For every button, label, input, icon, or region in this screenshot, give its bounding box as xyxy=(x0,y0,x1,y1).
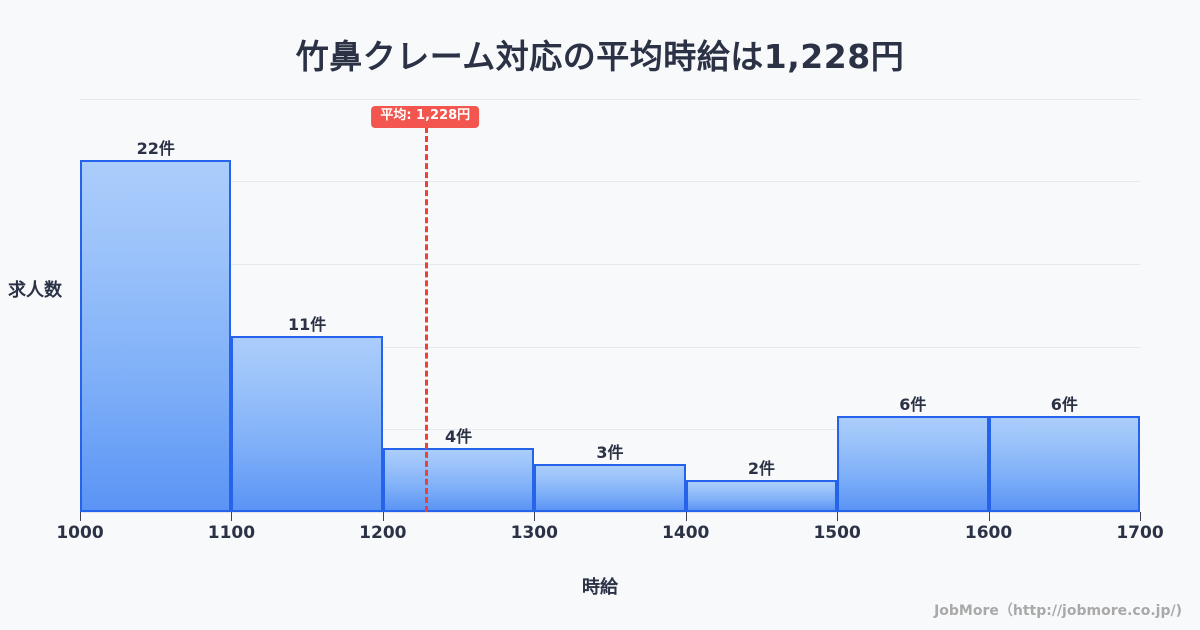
x-axis-tick-label: 1300 xyxy=(510,523,558,543)
bar-value-label: 6件 xyxy=(899,394,927,414)
x-axis-tick-label: 1700 xyxy=(1116,523,1164,543)
gridline xyxy=(80,263,1140,265)
average-line xyxy=(425,127,429,512)
gridline xyxy=(80,180,1140,182)
footer-watermark: JobMore（http://jobmore.co.jp/) xyxy=(934,603,1182,619)
x-axis-tick-mark xyxy=(382,512,384,521)
bar-value-label: 6件 xyxy=(1050,394,1078,414)
x-axis-tick-label: 1500 xyxy=(813,523,861,543)
bar-value-label: 2件 xyxy=(747,458,775,478)
x-axis-tick-mark xyxy=(685,512,687,521)
histogram-bar[interactable] xyxy=(80,159,232,512)
bar-value-label: 3件 xyxy=(596,442,624,462)
gridline xyxy=(80,347,1140,349)
x-axis-tick-mark xyxy=(534,512,536,521)
average-badge: 平均: 1,228円 xyxy=(371,106,480,128)
x-axis-tick-label: 1100 xyxy=(207,523,256,543)
histogram-bar[interactable] xyxy=(988,415,1140,512)
histogram-bar[interactable] xyxy=(382,447,535,512)
histogram-bar[interactable] xyxy=(534,463,686,512)
x-axis-title: 時給 xyxy=(582,577,618,598)
page-title: 竹鼻クレーム対応の平均時給は1,228円 xyxy=(295,37,905,76)
gridline xyxy=(80,428,1140,430)
x-axis-tick-mark xyxy=(837,512,839,521)
histogram-bar[interactable] xyxy=(685,479,838,512)
x-axis-tick-mark xyxy=(231,512,233,521)
bar-value-label: 4件 xyxy=(444,426,473,446)
x-axis-tick-label: 1600 xyxy=(964,523,1013,543)
x-axis-tick-mark xyxy=(80,512,81,521)
bar-value-label: 22件 xyxy=(136,138,175,158)
gridline xyxy=(80,99,1140,100)
histogram-bar[interactable] xyxy=(231,335,383,512)
plot-area xyxy=(80,99,1140,512)
x-axis-tick-label: 1200 xyxy=(359,523,407,543)
x-axis-tick-label: 1400 xyxy=(662,523,710,543)
x-axis-tick-mark xyxy=(1140,512,1141,521)
histogram-bar[interactable] xyxy=(837,415,989,512)
x-axis-tick-mark xyxy=(988,512,990,521)
x-axis-tick-label: 1000 xyxy=(56,523,104,543)
bar-value-label: 11件 xyxy=(287,314,327,334)
y-axis-title: 求人数 xyxy=(8,280,62,301)
x-axis-baseline xyxy=(80,512,1140,513)
